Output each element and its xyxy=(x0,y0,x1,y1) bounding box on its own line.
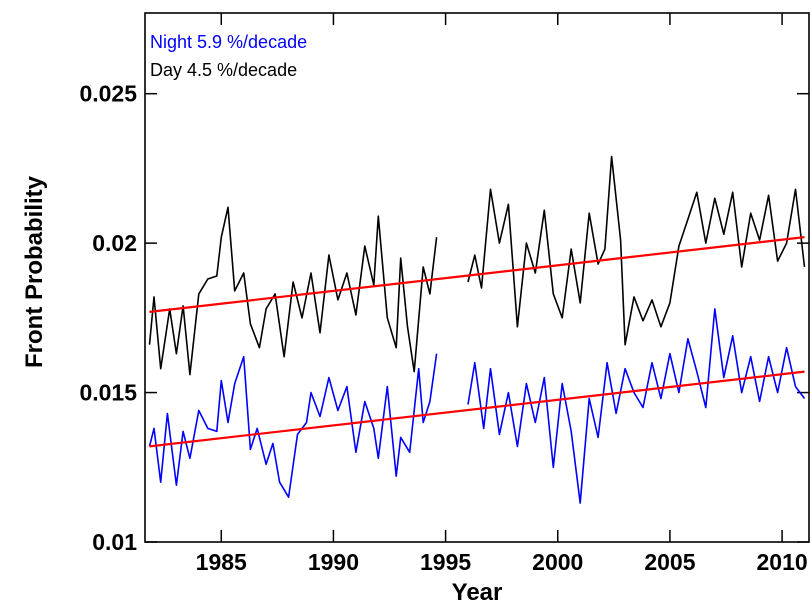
x-tick-label: 1990 xyxy=(308,549,359,575)
series-line-1 xyxy=(148,308,806,504)
day-trend-annotation: Day 4.5 %/decade xyxy=(150,60,297,80)
y-tick-label: 0.01 xyxy=(92,529,137,555)
x-ticks: 1985 1990 1995 2000 2005 2010 xyxy=(196,13,808,575)
trend-line-1 xyxy=(149,370,805,448)
x-tick-label: 2010 xyxy=(756,549,807,575)
series-group xyxy=(148,155,806,504)
x-axis-title: Year xyxy=(452,579,503,606)
y-tick-label: 0.015 xyxy=(79,380,137,406)
trend-line-0 xyxy=(149,236,805,313)
y-ticks: 0.01 0.015 0.02 0.025 xyxy=(79,81,809,555)
x-tick-label: 2005 xyxy=(644,549,695,575)
x-tick-label: 2000 xyxy=(532,549,583,575)
y-tick-label: 0.025 xyxy=(79,81,137,107)
trend-group xyxy=(149,236,805,448)
series-line-0 xyxy=(148,155,806,376)
plot-frame xyxy=(144,12,810,543)
y-tick-label: 0.02 xyxy=(92,230,137,256)
y-axis-title: Front Probability xyxy=(21,175,48,368)
x-tick-label: 1985 xyxy=(196,549,247,575)
x-tick-label: 1995 xyxy=(420,549,471,575)
night-trend-annotation: Night 5.9 %/decade xyxy=(150,32,307,52)
